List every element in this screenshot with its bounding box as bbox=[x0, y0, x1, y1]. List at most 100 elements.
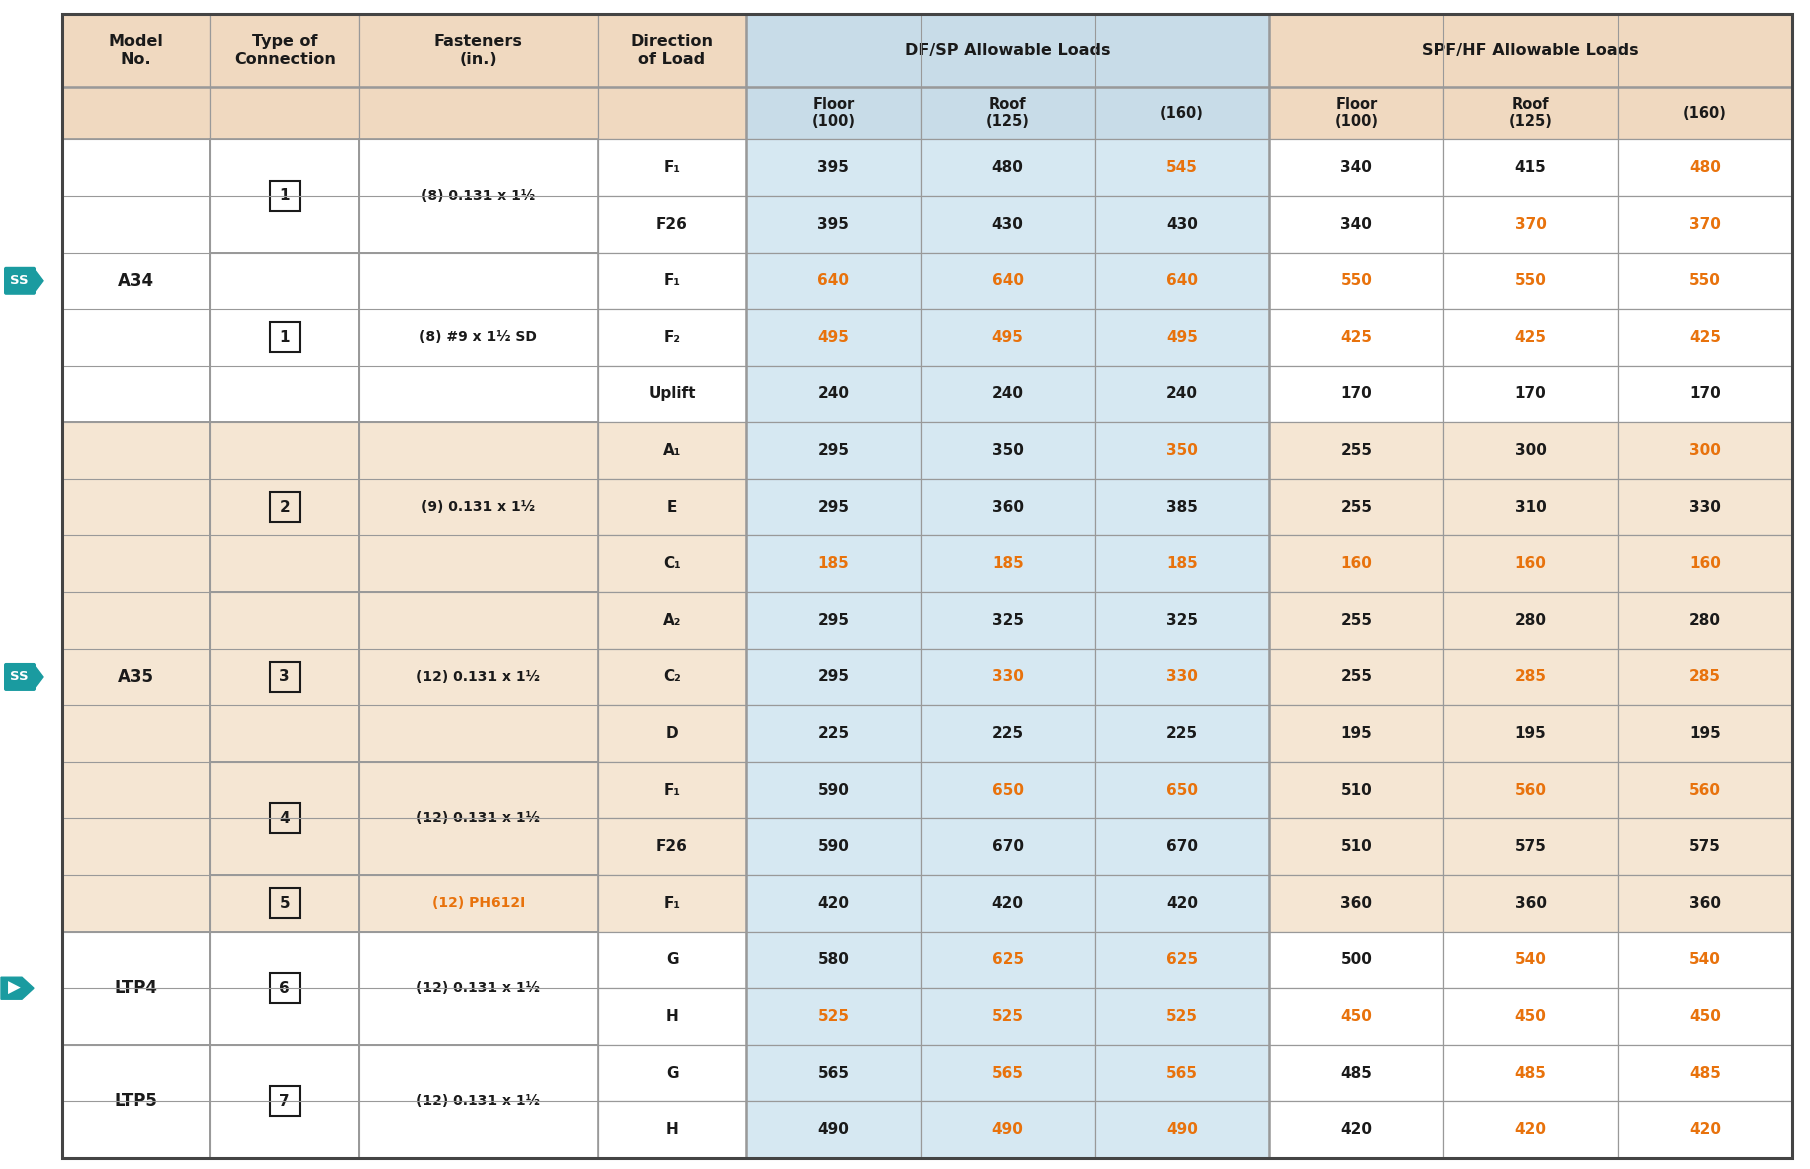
Text: C₂: C₂ bbox=[662, 670, 681, 685]
Bar bbox=[1618, 196, 1792, 253]
Text: A₂: A₂ bbox=[662, 613, 681, 628]
FancyBboxPatch shape bbox=[270, 1086, 300, 1116]
Text: Type of
Connection: Type of Connection bbox=[233, 34, 335, 67]
Bar bbox=[62, 422, 210, 479]
Text: 240: 240 bbox=[818, 387, 849, 401]
Bar bbox=[358, 309, 597, 366]
Bar bbox=[1443, 196, 1618, 253]
Bar bbox=[1095, 1101, 1269, 1158]
Text: 495: 495 bbox=[1166, 330, 1198, 345]
Bar bbox=[210, 762, 358, 876]
Text: 255: 255 bbox=[1339, 499, 1372, 514]
Text: 525: 525 bbox=[1166, 1009, 1198, 1024]
Text: 340: 340 bbox=[1341, 216, 1372, 231]
Bar bbox=[358, 1101, 597, 1158]
Bar bbox=[62, 762, 210, 818]
Text: 330: 330 bbox=[1689, 499, 1721, 514]
Bar bbox=[597, 876, 746, 932]
Text: 350: 350 bbox=[1166, 443, 1198, 458]
FancyBboxPatch shape bbox=[4, 663, 36, 691]
Bar bbox=[921, 988, 1095, 1045]
Text: 350: 350 bbox=[992, 443, 1024, 458]
Text: 540: 540 bbox=[1515, 953, 1546, 968]
Text: 295: 295 bbox=[818, 443, 849, 458]
Text: Direction
of Load: Direction of Load bbox=[630, 34, 713, 67]
Text: 160: 160 bbox=[1515, 556, 1546, 572]
Text: 300: 300 bbox=[1689, 443, 1721, 458]
Bar bbox=[1269, 818, 1443, 876]
Text: (8) 0.131 x 1½: (8) 0.131 x 1½ bbox=[422, 189, 536, 203]
Bar bbox=[62, 932, 210, 1045]
Bar bbox=[210, 592, 358, 649]
Bar bbox=[358, 422, 597, 592]
Bar bbox=[62, 988, 210, 1045]
Text: 1: 1 bbox=[279, 330, 290, 345]
Bar bbox=[921, 818, 1095, 876]
Bar bbox=[1443, 366, 1618, 422]
Text: Roof
(125): Roof (125) bbox=[1508, 97, 1553, 130]
Text: 540: 540 bbox=[1689, 953, 1721, 968]
FancyBboxPatch shape bbox=[270, 662, 300, 692]
Bar bbox=[921, 762, 1095, 818]
Text: 360: 360 bbox=[992, 499, 1024, 514]
Bar bbox=[746, 309, 921, 366]
Text: DF/SP Allowable Loads: DF/SP Allowable Loads bbox=[905, 43, 1111, 58]
Text: 420: 420 bbox=[1689, 1122, 1721, 1137]
Text: 590: 590 bbox=[818, 782, 849, 797]
Bar bbox=[921, 876, 1095, 932]
Bar bbox=[62, 422, 210, 932]
Text: SS: SS bbox=[9, 671, 29, 684]
Bar bbox=[358, 366, 597, 422]
Bar bbox=[1269, 87, 1443, 139]
FancyBboxPatch shape bbox=[270, 888, 300, 919]
Bar bbox=[1269, 196, 1443, 253]
Bar bbox=[921, 366, 1095, 422]
Text: 640: 640 bbox=[818, 274, 849, 289]
Bar bbox=[358, 139, 597, 196]
Bar bbox=[1443, 876, 1618, 932]
Bar bbox=[921, 535, 1095, 592]
Bar bbox=[921, 479, 1095, 535]
Bar bbox=[1269, 253, 1443, 309]
Bar bbox=[1095, 876, 1269, 932]
Bar bbox=[358, 876, 597, 932]
Text: (12) 0.131 x 1½: (12) 0.131 x 1½ bbox=[416, 811, 541, 825]
Text: 3: 3 bbox=[279, 670, 290, 685]
Text: 370: 370 bbox=[1689, 216, 1721, 231]
Bar bbox=[597, 366, 746, 422]
Bar bbox=[210, 988, 358, 1045]
Bar bbox=[921, 649, 1095, 705]
Text: (12) 0.131 x 1½: (12) 0.131 x 1½ bbox=[416, 670, 541, 684]
Text: 295: 295 bbox=[818, 670, 849, 685]
Bar bbox=[62, 87, 210, 139]
Bar bbox=[210, 253, 358, 422]
Bar bbox=[1443, 253, 1618, 309]
Text: 550: 550 bbox=[1689, 274, 1721, 289]
Bar bbox=[1443, 818, 1618, 876]
Bar bbox=[1095, 253, 1269, 309]
Bar bbox=[746, 762, 921, 818]
Bar bbox=[1095, 649, 1269, 705]
Text: 395: 395 bbox=[818, 160, 849, 175]
Text: Uplift: Uplift bbox=[648, 387, 695, 401]
Bar bbox=[62, 14, 210, 87]
Text: 170: 170 bbox=[1341, 387, 1372, 401]
Bar bbox=[1095, 422, 1269, 479]
FancyBboxPatch shape bbox=[270, 181, 300, 210]
Bar bbox=[210, 309, 358, 366]
Text: 255: 255 bbox=[1339, 613, 1372, 628]
Polygon shape bbox=[34, 665, 43, 689]
Text: F₁: F₁ bbox=[664, 782, 681, 797]
Bar bbox=[1443, 535, 1618, 592]
Bar bbox=[358, 1045, 597, 1101]
Text: 490: 490 bbox=[992, 1122, 1024, 1137]
Text: 385: 385 bbox=[1166, 499, 1198, 514]
Text: 510: 510 bbox=[1341, 839, 1372, 855]
Bar bbox=[210, 87, 358, 139]
Bar bbox=[62, 818, 210, 876]
Bar bbox=[1269, 366, 1443, 422]
Text: 590: 590 bbox=[818, 839, 849, 855]
Bar bbox=[62, 932, 210, 988]
Bar bbox=[746, 932, 921, 988]
Bar bbox=[1618, 932, 1792, 988]
